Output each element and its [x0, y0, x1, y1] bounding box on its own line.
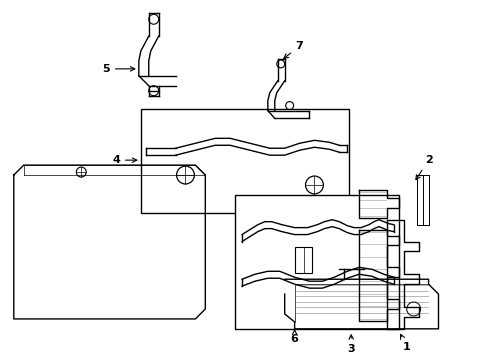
Text: 2: 2 — [416, 155, 433, 180]
Text: 5: 5 — [102, 64, 135, 74]
Text: 3: 3 — [347, 335, 355, 354]
Bar — [294, 247, 313, 273]
Bar — [235, 195, 399, 329]
Text: 1: 1 — [401, 334, 411, 352]
Text: 7: 7 — [284, 41, 303, 58]
Text: 6: 6 — [291, 330, 298, 344]
Bar — [141, 109, 349, 213]
Text: 4: 4 — [112, 155, 137, 165]
